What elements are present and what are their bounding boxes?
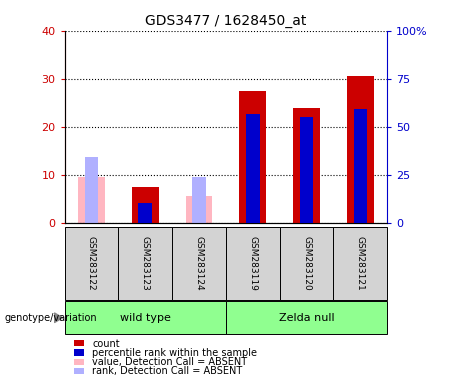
Text: GSM283119: GSM283119	[248, 236, 257, 290]
Text: value, Detection Call = ABSENT: value, Detection Call = ABSENT	[92, 357, 247, 367]
Bar	[293, 108, 320, 223]
Bar	[85, 157, 98, 223]
Text: genotype/variation: genotype/variation	[5, 313, 97, 323]
Bar	[347, 76, 374, 223]
Bar	[138, 203, 152, 223]
Text: GSM283121: GSM283121	[356, 236, 365, 290]
Text: wild type: wild type	[120, 313, 171, 323]
Bar	[132, 187, 159, 223]
Bar	[300, 117, 313, 223]
Bar	[239, 91, 266, 223]
Bar	[354, 109, 367, 223]
Text: GSM283122: GSM283122	[87, 236, 96, 290]
Title: GDS3477 / 1628450_at: GDS3477 / 1628450_at	[145, 14, 307, 28]
Polygon shape	[54, 313, 63, 323]
Bar	[246, 114, 260, 223]
Text: rank, Detection Call = ABSENT: rank, Detection Call = ABSENT	[92, 366, 242, 376]
Bar	[192, 177, 206, 223]
Text: GSM283120: GSM283120	[302, 236, 311, 290]
Text: Zelda null: Zelda null	[279, 313, 334, 323]
Text: GSM283123: GSM283123	[141, 236, 150, 290]
Text: percentile rank within the sample: percentile rank within the sample	[92, 348, 257, 358]
Bar	[78, 177, 105, 223]
Bar	[185, 196, 213, 223]
Text: GSM283124: GSM283124	[195, 236, 203, 290]
Text: count: count	[92, 339, 120, 349]
